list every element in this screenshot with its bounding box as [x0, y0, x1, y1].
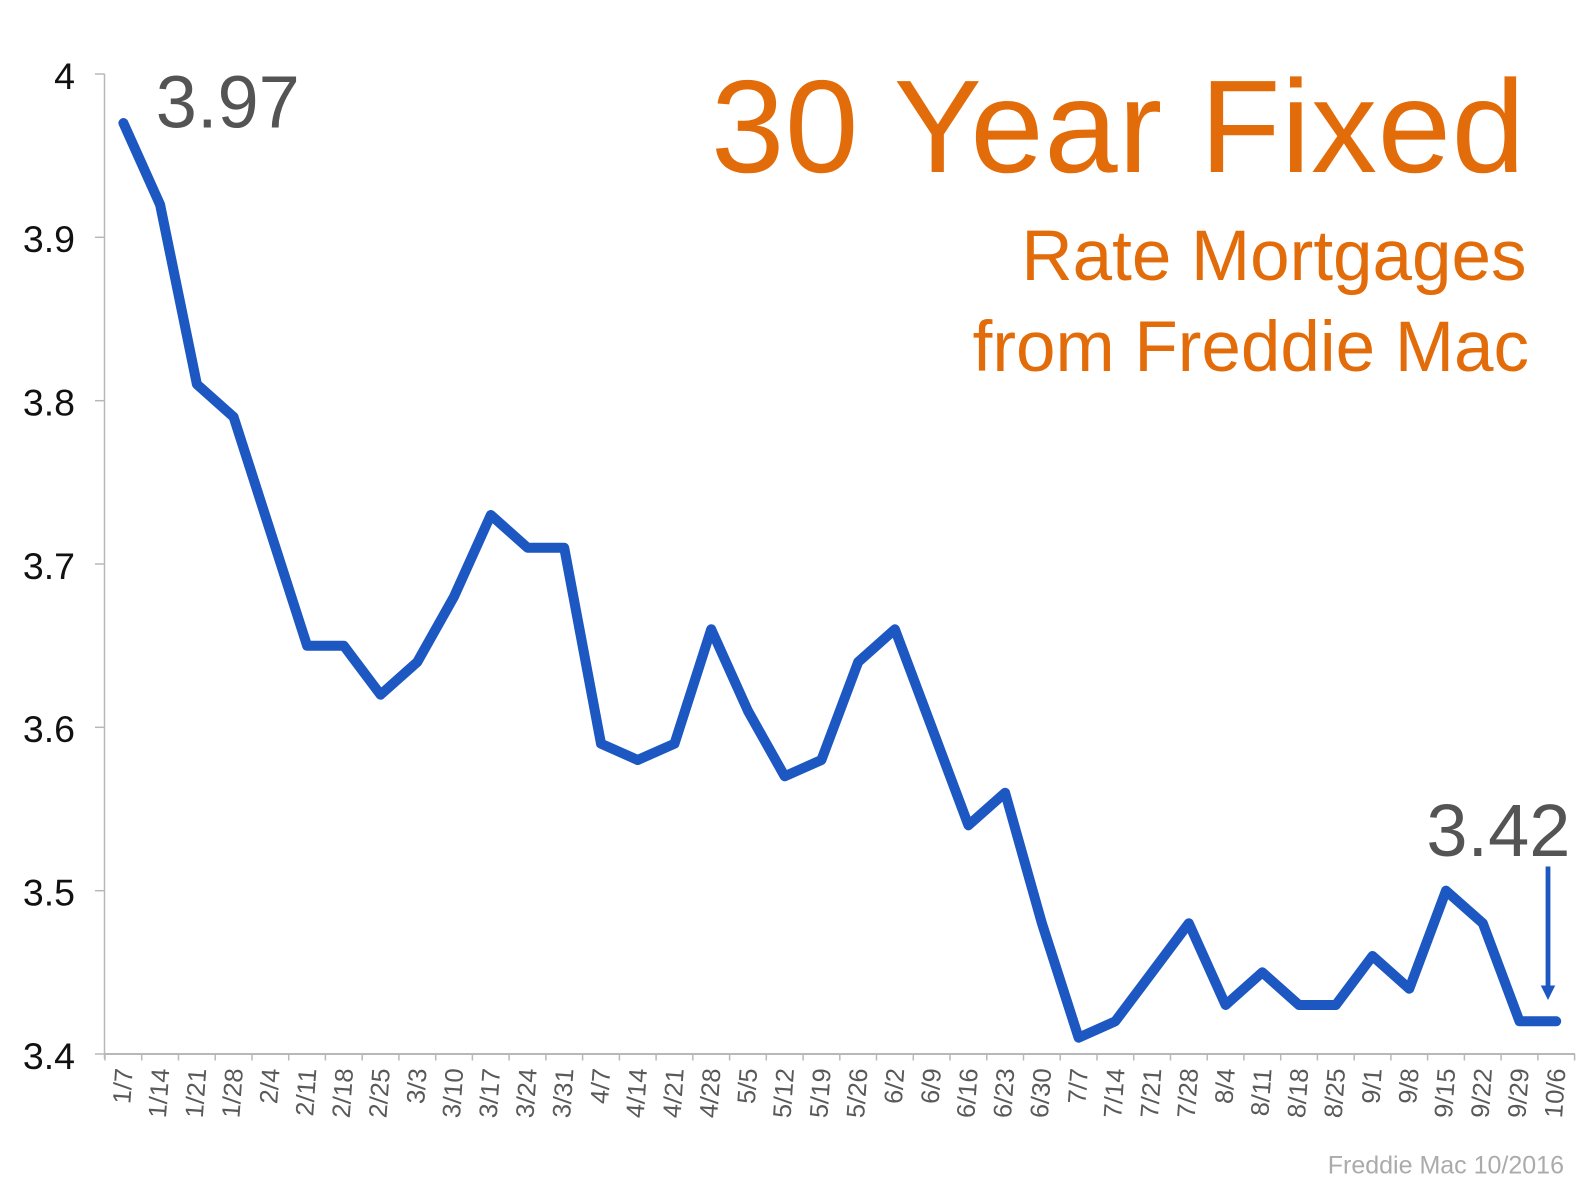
svg-text:8/18: 8/18: [1283, 1067, 1314, 1118]
svg-text:10/6: 10/6: [1540, 1067, 1571, 1118]
svg-text:3/3: 3/3: [402, 1067, 432, 1104]
svg-text:6/9: 6/9: [917, 1067, 947, 1104]
svg-text:8/11: 8/11: [1246, 1067, 1277, 1117]
svg-text:3.97: 3.97: [156, 61, 300, 144]
svg-text:6/30: 6/30: [1026, 1067, 1057, 1118]
svg-text:3/10: 3/10: [438, 1067, 469, 1118]
svg-text:3.42: 3.42: [1426, 789, 1570, 872]
svg-text:Freddie Mac 10/2016: Freddie Mac 10/2016: [1328, 1152, 1564, 1180]
svg-text:4/14: 4/14: [622, 1067, 653, 1118]
svg-text:6/16: 6/16: [952, 1067, 983, 1118]
svg-text:5/26: 5/26: [842, 1067, 873, 1118]
svg-text:3.4: 3.4: [23, 1035, 75, 1077]
svg-text:Rate Mortgages: Rate Mortgages: [1021, 217, 1526, 296]
svg-text:8/25: 8/25: [1320, 1067, 1351, 1118]
svg-text:5/19: 5/19: [805, 1067, 836, 1118]
svg-text:5/12: 5/12: [769, 1067, 800, 1118]
svg-text:2/25: 2/25: [364, 1067, 395, 1118]
svg-text:2/11: 2/11: [291, 1067, 322, 1117]
svg-text:6/23: 6/23: [989, 1067, 1020, 1118]
svg-text:4/28: 4/28: [695, 1067, 726, 1118]
svg-text:3/17: 3/17: [475, 1067, 506, 1118]
svg-text:3.9: 3.9: [23, 218, 75, 260]
svg-text:3.6: 3.6: [23, 708, 75, 750]
svg-text:1/14: 1/14: [144, 1067, 175, 1118]
svg-text:from Freddie Mac: from Freddie Mac: [973, 308, 1529, 387]
svg-text:9/15: 9/15: [1430, 1067, 1461, 1118]
svg-text:4/21: 4/21: [658, 1067, 689, 1118]
svg-text:3.8: 3.8: [23, 382, 75, 424]
svg-text:6/2: 6/2: [880, 1067, 910, 1104]
svg-text:9/8: 9/8: [1394, 1067, 1424, 1104]
svg-text:1/21: 1/21: [181, 1067, 212, 1118]
svg-text:4/7: 4/7: [586, 1067, 616, 1104]
svg-text:1/28: 1/28: [217, 1067, 248, 1118]
svg-text:5/5: 5/5: [733, 1067, 763, 1104]
svg-text:3/24: 3/24: [511, 1067, 542, 1118]
svg-text:7/14: 7/14: [1099, 1067, 1130, 1118]
svg-text:9/29: 9/29: [1503, 1067, 1534, 1118]
svg-text:1/7: 1/7: [108, 1067, 138, 1104]
svg-text:30 Year Fixed: 30 Year Fixed: [711, 53, 1525, 200]
svg-text:7/28: 7/28: [1173, 1067, 1204, 1118]
svg-text:9/22: 9/22: [1467, 1067, 1498, 1118]
svg-text:3.7: 3.7: [23, 545, 75, 587]
svg-text:2/4: 2/4: [255, 1067, 285, 1104]
svg-text:7/7: 7/7: [1063, 1067, 1093, 1104]
svg-text:3.5: 3.5: [23, 872, 75, 914]
svg-text:8/4: 8/4: [1210, 1067, 1240, 1104]
svg-text:4: 4: [54, 55, 75, 97]
svg-text:9/1: 9/1: [1357, 1067, 1387, 1104]
svg-text:2/18: 2/18: [328, 1067, 359, 1118]
svg-text:7/21: 7/21: [1136, 1067, 1167, 1118]
svg-text:3/31: 3/31: [548, 1067, 579, 1118]
